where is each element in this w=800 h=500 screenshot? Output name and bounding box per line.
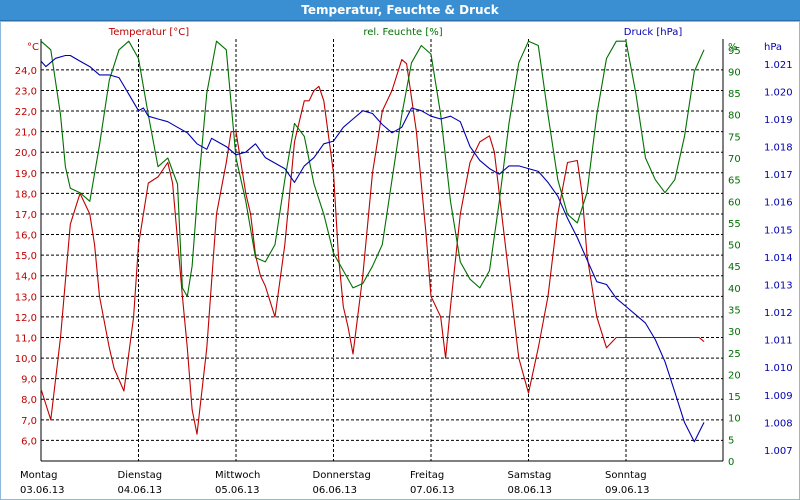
humidity-tick-label: 95: [728, 46, 741, 57]
humidity-unit: %: [728, 42, 738, 53]
axes: [40, 39, 724, 462]
x-tick-date-label: 09.06.13: [605, 485, 650, 496]
humidity-tick-label: 0: [728, 457, 734, 468]
temperature-tick-label: 16,0: [15, 231, 37, 242]
pressure-tick-label: 1.013: [764, 280, 793, 291]
humidity-tick-label: 50: [728, 241, 741, 252]
grid: [41, 39, 723, 461]
series-lines: [40, 40, 705, 443]
x-tick-day-label: Sonntag: [605, 470, 647, 481]
x-tick-date-label: 03.06.13: [20, 485, 65, 496]
temperature-tick-label: 24,0: [15, 66, 37, 77]
pressure-tick-label: 1.018: [764, 143, 793, 154]
temperature-tick-label: 12,0: [15, 313, 37, 324]
humidity-tick-label: 45: [728, 262, 741, 273]
temperature-tick-label: 8,0: [21, 395, 37, 406]
chart-frame: 6,0 7,0 8,0 9,0 10,0 11,0 12,0 13,0 14,0 15,0 16,0…: [0, 21, 800, 500]
pressure-tick-label: 1.021: [764, 60, 793, 71]
temperature-unit: °C: [27, 42, 39, 53]
pressure-tick-label: 1.019: [764, 115, 793, 126]
chart-title: Temperatur, Feuchte & Druck: [0, 0, 800, 21]
x-tick-day-label: Freitag: [410, 470, 444, 481]
pressure-axis-label: Druck [hPa]: [624, 27, 683, 38]
pressure-tick-label: 1.014: [764, 253, 793, 264]
x-tick-date-label: 06.06.13: [313, 485, 358, 496]
pressure-tick-label: 1.020: [764, 87, 793, 98]
humidity-tick-label: 60: [728, 197, 741, 208]
pressure-tick-label: 1.015: [764, 225, 793, 236]
humidity-tick-label: 15: [728, 392, 741, 403]
x-tick-day-label: Donnerstag: [313, 470, 371, 481]
pressure-tick-label: 1.010: [764, 363, 793, 374]
humidity-tick-label: 10: [728, 414, 741, 425]
pressure-tick-label: 1.007: [764, 446, 793, 457]
humidity-axis-label: rel. Feuchte [%]: [363, 27, 442, 38]
x-tick-date-label: 05.06.13: [215, 485, 260, 496]
humidity-tick-label: 20: [728, 370, 741, 381]
pressure-tick-label: 1.016: [764, 198, 793, 209]
pressure-unit: hPa: [764, 42, 782, 53]
x-tick-day-label: Montag: [20, 470, 57, 481]
x-tick-date-label: 04.06.13: [118, 485, 163, 496]
x-tick-day-label: Samstag: [508, 470, 552, 481]
temperature-tick-label: 7,0: [21, 416, 37, 427]
humidity-tick-label: 5: [728, 435, 734, 446]
temperature-tick-label: 10,0: [15, 354, 37, 365]
temperature-tick-label: 21,0: [15, 128, 37, 139]
temperature-tick-label: 23,0: [15, 86, 37, 97]
humidity-tick-label: 65: [728, 176, 741, 187]
humidity-tick-label: 80: [728, 111, 741, 122]
humidity-tick-label: 35: [728, 306, 741, 317]
pressure-tick-label: 1.017: [764, 170, 793, 181]
x-tick-day-label: Mittwoch: [215, 470, 260, 481]
x-tick-date-label: 07.06.13: [410, 485, 455, 496]
humidity-series-line: [40, 40, 705, 298]
temperature-tick-label: 15,0: [15, 251, 37, 262]
temperature-tick-label: 17,0: [15, 210, 37, 221]
humidity-tick-label: 25: [728, 349, 741, 360]
humidity-tick-label: 30: [728, 327, 741, 338]
temperature-tick-label: 6,0: [21, 436, 37, 447]
humidity-tick-label: 55: [728, 219, 741, 230]
pressure-series-line: [40, 54, 705, 443]
axis-labels: 6,0 7,0 8,0 9,0 10,0 11,0 12,0 13,0 14,0 15,0 16,0…: [15, 27, 793, 496]
weather-chart: 6,0 7,0 8,0 9,0 10,0 11,0 12,0 13,0 14,0 15,0 16,0…: [15, 27, 793, 496]
temperature-tick-label: 13,0: [15, 292, 37, 303]
humidity-tick-label: 40: [728, 284, 741, 295]
temperature-tick-label: 14,0: [15, 272, 37, 283]
pressure-tick-label: 1.011: [764, 336, 793, 347]
temperature-tick-label: 18,0: [15, 189, 37, 200]
temperature-tick-label: 22,0: [15, 107, 37, 118]
humidity-tick-label: 75: [728, 132, 741, 143]
humidity-tick-label: 90: [728, 67, 741, 78]
x-tick-day-label: Dienstag: [118, 470, 163, 481]
humidity-tick-label: 85: [728, 89, 741, 100]
pressure-tick-label: 1.009: [764, 391, 793, 402]
temperature-tick-label: 11,0: [15, 333, 37, 344]
pressure-tick-label: 1.008: [764, 418, 793, 429]
x-tick-date-label: 08.06.13: [508, 485, 553, 496]
humidity-tick-label: 70: [728, 154, 741, 165]
temperature-tick-label: 19,0: [15, 169, 37, 180]
temperature-tick-label: 9,0: [21, 375, 37, 386]
pressure-tick-label: 1.012: [764, 308, 793, 319]
temperature-tick-label: 20,0: [15, 148, 37, 159]
temperature-series-line: [40, 59, 705, 435]
temperature-axis-label: Temperatur [°C]: [108, 27, 189, 38]
